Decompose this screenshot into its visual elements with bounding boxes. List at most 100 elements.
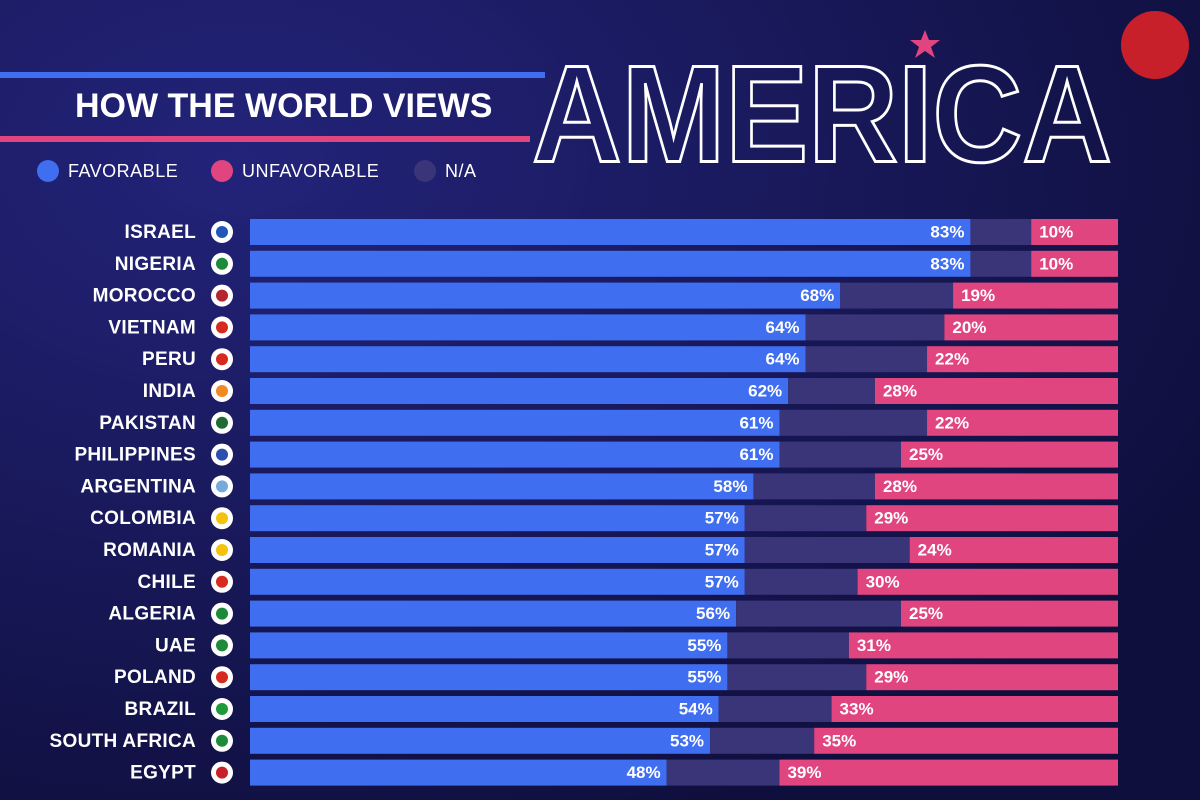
legend-label: FAVORABLE	[68, 161, 178, 181]
flag	[216, 353, 228, 366]
value-label: 57%	[705, 540, 739, 559]
bar-segment	[718, 696, 832, 722]
bar-segment	[814, 727, 1118, 754]
bar-segment	[779, 409, 928, 436]
value-label: 58%	[713, 477, 747, 496]
value-label: 57%	[705, 572, 739, 591]
flag	[216, 480, 228, 493]
bar-segment	[736, 600, 901, 627]
star	[910, 30, 940, 58]
legend-swatch	[37, 160, 59, 182]
category-label: EGYPT	[130, 763, 196, 784]
value-label: 48%	[627, 763, 661, 782]
value-label: 19%	[961, 286, 995, 305]
bar-segment	[250, 314, 806, 341]
category-label: ISRAEL	[125, 222, 197, 243]
flag	[216, 448, 228, 461]
bar-segment	[250, 696, 719, 722]
value-label: 22%	[935, 350, 969, 369]
category-label: BRAZIL	[125, 699, 197, 720]
value-label: 64%	[765, 350, 799, 369]
legend-swatch	[414, 160, 436, 182]
value-label: 62%	[748, 381, 782, 400]
value-label: 30%	[866, 572, 900, 591]
bar-segment	[831, 696, 1118, 722]
bar-segment	[805, 346, 928, 373]
bar-segment	[1031, 219, 1118, 245]
category-label: CHILE	[138, 572, 197, 593]
bar-segment	[753, 473, 875, 500]
category-label: MOROCCO	[93, 286, 196, 307]
value-label: 10%	[1039, 254, 1073, 273]
bar-segment	[779, 441, 901, 468]
bar-segment	[848, 632, 1118, 659]
value-label: 35%	[822, 731, 856, 750]
bar-segment	[250, 537, 745, 563]
category-label: SOUTH AFRICA	[50, 731, 196, 752]
legend-label: N/A	[445, 161, 477, 181]
flag	[216, 257, 228, 270]
bar-segment	[779, 759, 1118, 786]
bar-segment	[840, 282, 954, 309]
chart-title: HOW THE WORLD VIEWS	[75, 87, 492, 125]
bar-segment	[250, 219, 971, 245]
bar-segment	[857, 568, 1118, 595]
bar-segment	[250, 664, 728, 691]
category-label: VIETNAM	[108, 317, 196, 338]
plot-area: ISRAEL 83% 10% NIGERIA 83% 10% MOROCCO 68% 19% VI…	[50, 219, 1118, 786]
flag	[216, 416, 228, 429]
flag	[216, 289, 228, 302]
bar-segment	[866, 664, 1118, 691]
category-label: ALGERIA	[108, 604, 196, 625]
bar-segment	[250, 568, 745, 595]
bar-segment	[250, 473, 754, 500]
bar-segment	[901, 441, 1118, 468]
bar-segment	[927, 346, 1118, 373]
value-label: 29%	[874, 668, 908, 687]
value-label: 55%	[687, 636, 721, 655]
bar-segment	[250, 346, 806, 373]
bar-segment	[250, 409, 780, 436]
bar-segment	[727, 632, 849, 659]
bar-segment	[250, 632, 728, 659]
value-label: 10%	[1039, 222, 1073, 241]
flag	[216, 639, 228, 652]
category-label: PAKISTAN	[99, 413, 196, 434]
value-label: 61%	[739, 445, 773, 464]
value-label: 53%	[670, 731, 704, 750]
category-label: INDIA	[143, 381, 196, 402]
legend-label: UNFAVORABLE	[242, 161, 379, 181]
flag	[216, 766, 228, 779]
bar-segment	[744, 537, 910, 563]
bar-segment	[744, 568, 858, 595]
value-label: 29%	[874, 509, 908, 528]
flag	[216, 512, 228, 525]
bar-segment	[727, 664, 867, 691]
value-label: 83%	[930, 254, 964, 273]
bar-segment	[250, 282, 841, 309]
value-label: 25%	[909, 445, 943, 464]
flag	[216, 734, 228, 747]
value-label: 68%	[800, 286, 834, 305]
flag	[216, 321, 228, 334]
category-label: PHILIPPINES	[74, 445, 196, 466]
flag	[216, 607, 228, 620]
value-label: 54%	[679, 699, 713, 718]
bar-segment	[250, 600, 737, 627]
bar-segment	[970, 219, 1032, 245]
category-label: PERU	[142, 349, 196, 370]
bar-segment	[970, 250, 1032, 277]
bar-segment	[250, 727, 711, 754]
value-label: 20%	[952, 318, 986, 337]
bar-segment	[874, 378, 1118, 404]
value-label: 22%	[935, 413, 969, 432]
logo	[1121, 11, 1189, 79]
bar-segment	[250, 505, 745, 532]
legend: FAVORABLE UNFAVORABLE N/A	[37, 160, 477, 182]
value-label: 33%	[840, 699, 874, 718]
value-label: 39%	[787, 763, 821, 782]
bar-segment	[944, 314, 1118, 341]
bar-segment	[250, 250, 971, 277]
legend-swatch	[211, 160, 233, 182]
